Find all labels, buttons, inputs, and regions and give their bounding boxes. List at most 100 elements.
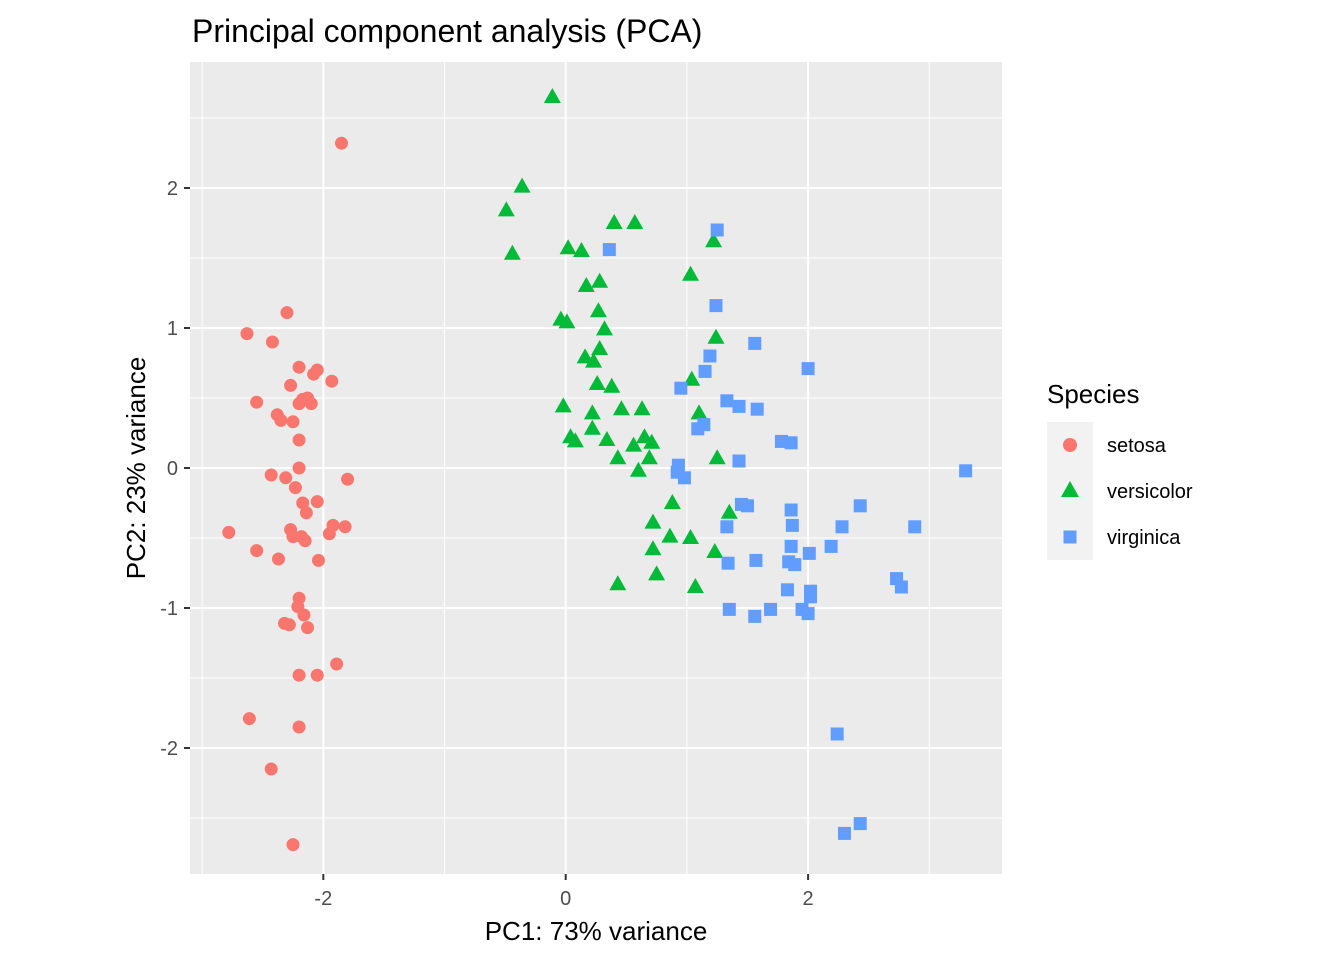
point-setosa — [301, 621, 315, 635]
point-versicolor — [661, 527, 679, 543]
point-setosa — [310, 668, 324, 682]
y-tick-label: 0 — [167, 458, 178, 480]
point-versicolor — [589, 302, 607, 318]
y-tick-label: 2 — [167, 178, 178, 200]
legend-marker-versicolor — [1061, 481, 1079, 497]
point-virginica — [677, 471, 691, 485]
point-versicolor — [648, 565, 666, 581]
grid-major — [190, 62, 1002, 874]
point-setosa — [292, 397, 306, 411]
x-tick-label: 2 — [803, 888, 814, 910]
point-versicolor — [591, 272, 609, 288]
point-virginica — [802, 546, 816, 560]
point-setosa — [264, 468, 278, 482]
point-setosa — [330, 657, 344, 671]
y-tick-label: -2 — [160, 738, 178, 760]
point-setosa — [271, 552, 285, 566]
data-points — [222, 88, 973, 852]
point-setosa — [250, 544, 264, 558]
y-axis-ticks: -2 -1 0 1 2 — [160, 178, 190, 760]
point-setosa — [242, 712, 256, 726]
point-setosa — [341, 472, 355, 486]
point-virginica — [835, 520, 849, 534]
point-versicolor — [629, 461, 647, 477]
point-versicolor — [577, 277, 595, 292]
point-versicolor — [612, 400, 630, 416]
point-setosa — [334, 136, 348, 150]
point-versicolor — [543, 88, 561, 103]
point-setosa — [322, 527, 336, 541]
point-virginica — [674, 381, 688, 395]
point-setosa — [265, 335, 279, 349]
point-virginica — [908, 520, 922, 534]
legend: Species setosa versicolor virginica — [1047, 379, 1193, 560]
point-virginica — [749, 553, 763, 567]
point-versicolor — [683, 370, 701, 386]
point-versicolor — [554, 397, 572, 413]
point-virginica — [750, 402, 764, 416]
point-versicolor — [588, 375, 606, 390]
point-versicolor — [644, 513, 662, 529]
point-versicolor — [576, 348, 594, 364]
point-setosa — [298, 534, 312, 548]
point-versicolor — [572, 242, 590, 257]
point-versicolor — [497, 201, 515, 217]
point-versicolor — [558, 313, 576, 329]
x-axis-ticks: -2 0 2 — [314, 874, 814, 910]
point-virginica — [785, 518, 799, 532]
point-setosa — [296, 496, 310, 510]
point-versicolor — [609, 449, 627, 465]
point-versicolor — [598, 431, 616, 446]
point-virginica — [801, 607, 815, 621]
point-versicolor — [720, 503, 738, 519]
point-virginica — [853, 499, 867, 513]
y-axis-title: PC2: 23% variance — [121, 357, 151, 580]
point-versicolor — [559, 239, 577, 255]
point-setosa — [310, 495, 324, 509]
point-versicolor — [609, 575, 627, 591]
point-virginica — [602, 243, 616, 257]
point-virginica — [698, 364, 712, 378]
point-versicolor — [566, 432, 584, 448]
point-setosa — [299, 506, 313, 520]
point-virginica — [709, 299, 723, 313]
point-virginica — [764, 602, 778, 616]
point-virginica — [830, 727, 844, 741]
point-virginica — [894, 580, 908, 594]
legend-marker-virginica — [1063, 530, 1077, 544]
point-versicolor — [503, 244, 521, 260]
point-virginica — [784, 436, 798, 450]
point-setosa — [264, 762, 278, 776]
point-versicolor — [633, 400, 651, 416]
point-virginica — [732, 454, 746, 468]
point-setosa — [292, 720, 306, 734]
point-versicolor — [708, 449, 726, 465]
point-virginica — [748, 609, 762, 623]
legend-marker-setosa — [1063, 438, 1077, 452]
chart-title: Principal component analysis (PCA) — [192, 13, 702, 49]
legend-label-virginica: virginica — [1107, 527, 1181, 549]
point-virginica — [722, 602, 736, 616]
point-virginica — [959, 464, 973, 478]
point-setosa — [292, 360, 306, 374]
point-setosa — [282, 618, 296, 632]
point-setosa — [280, 306, 294, 320]
point-setosa — [284, 378, 298, 392]
point-virginica — [703, 349, 717, 363]
point-versicolor — [707, 328, 725, 344]
point-virginica — [710, 223, 724, 237]
point-versicolor — [605, 214, 623, 229]
point-versicolor — [644, 540, 662, 556]
point-versicolor — [626, 214, 644, 229]
point-setosa — [304, 397, 318, 411]
point-versicolor — [583, 404, 601, 420]
point-versicolor — [706, 543, 724, 558]
point-setosa — [297, 608, 311, 622]
point-versicolor — [643, 433, 661, 449]
point-setosa — [307, 367, 321, 381]
point-setosa — [240, 327, 254, 341]
point-setosa — [274, 413, 288, 427]
point-setosa — [222, 525, 236, 539]
point-setosa — [286, 415, 300, 429]
point-versicolor — [682, 265, 700, 281]
